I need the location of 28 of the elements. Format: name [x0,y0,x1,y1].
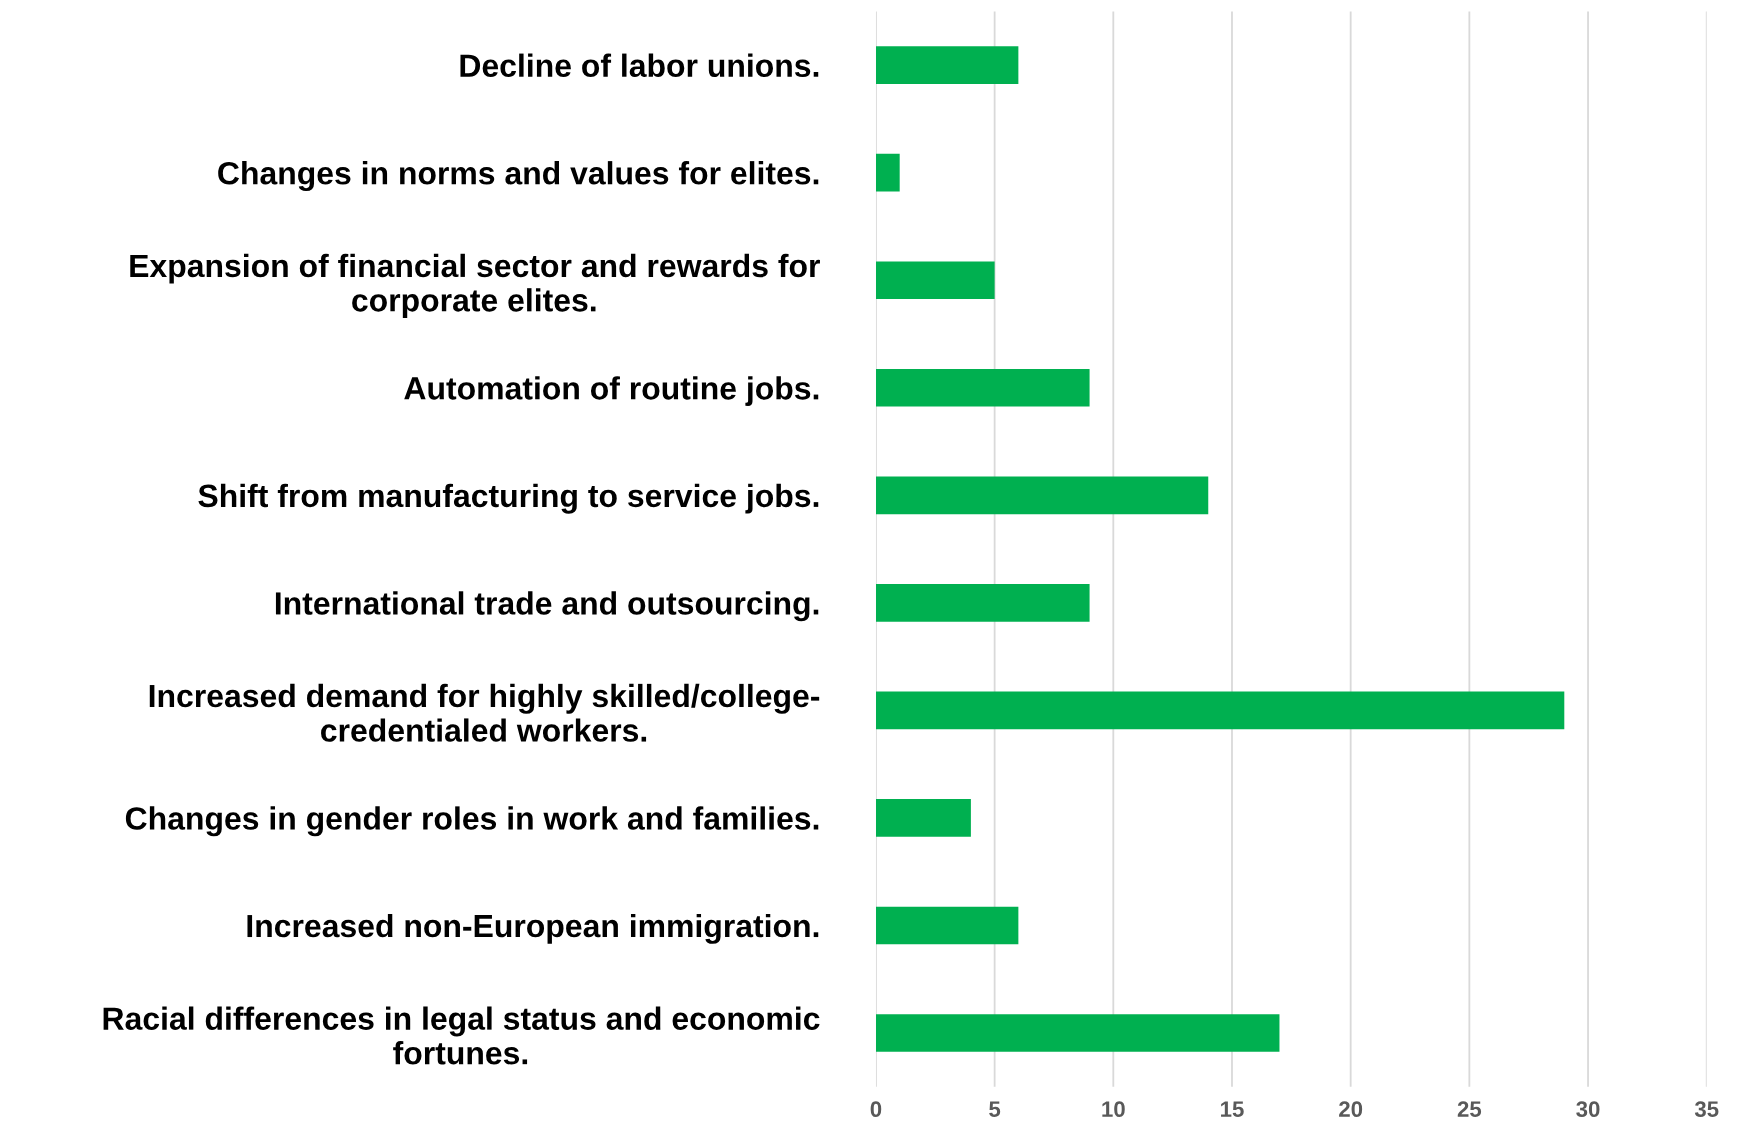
x-tick-label: 10 [1102,1101,1125,1117]
bar [875,368,1090,407]
y-tick-label: Increased non-European immigration. [247,913,819,944]
x-tick-label: 5 [989,1101,1001,1117]
bar [875,46,1019,84]
y-tick-label: Expansion of financial sector and rewards for corporate elites. [130,253,820,318]
y-tick-label: Automation of routine jobs. [404,376,819,406]
bar [875,261,995,300]
x-tick-label: 25 [1457,1101,1482,1117]
bar [875,584,1090,622]
y-tick-label: Changes in gender roles in work and families. [125,806,819,837]
x-tick-label: 35 [1694,1101,1719,1118]
bar [875,799,971,837]
x-tick-label: 0 [870,1101,882,1117]
bar [875,1014,1280,1052]
y-tick-label: International trade and outsourcing. [275,591,819,622]
y-tick-label: Increased demand for highly skilled/college- credentialed workers. [149,683,820,742]
y-tick-label: Racial differences in legal status and economic fortunes. [103,1006,820,1065]
bar [875,153,900,192]
y-tick-label: Shift from manufacturing to service jobs. [198,483,819,514]
bar [875,691,1565,730]
bar [875,476,1209,515]
x-tick-label: 20 [1339,1101,1363,1117]
y-tick-label: Changes in norms and values for elites. [218,161,819,192]
bar [875,906,1019,945]
y-tick-label: Decline of labor unions. [460,53,819,78]
x-tick-label: 30 [1576,1101,1600,1118]
x-tick-label: 15 [1221,1101,1244,1117]
